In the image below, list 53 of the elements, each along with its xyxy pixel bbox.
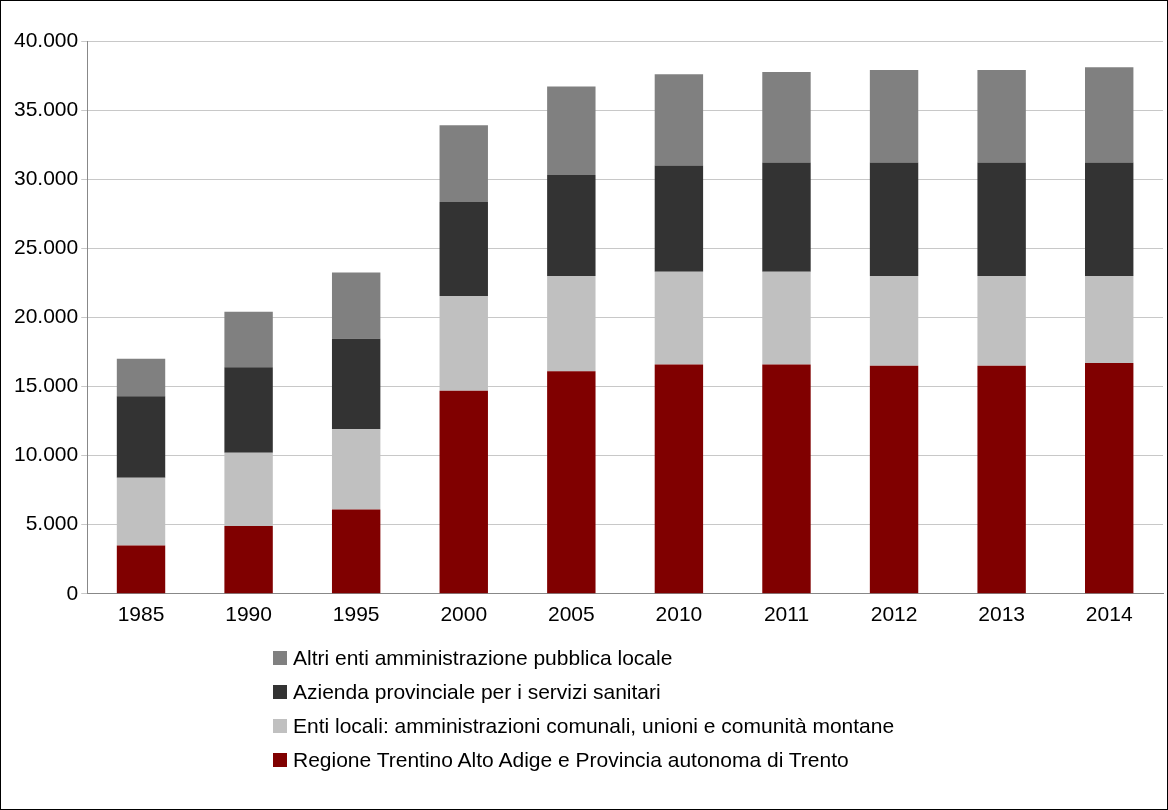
bar	[224, 526, 273, 594]
x-tick-label: 1990	[225, 602, 272, 626]
x-tick-label: 2005	[547, 602, 595, 626]
bar	[762, 364, 811, 594]
bar	[1085, 67, 1134, 163]
x-tick-label: 2012	[870, 602, 918, 626]
bar	[654, 165, 704, 272]
bar	[439, 202, 488, 296]
bar	[654, 364, 704, 594]
y-tick-label: 10.000	[14, 442, 79, 466]
bar	[977, 70, 1026, 163]
y-tick-label: 20.000	[14, 304, 79, 328]
bar	[116, 358, 166, 397]
y-tick-label: 5.000	[25, 511, 79, 535]
bar	[977, 162, 1026, 276]
bar	[654, 74, 704, 166]
bar	[547, 371, 596, 594]
legend-label: Altri enti amministrazione pubblica locale	[292, 645, 674, 671]
legend-label: Regione Trentino Alto Adige e Provincia autonoma di Trento	[292, 747, 850, 773]
y-tick-label: 25.000	[14, 235, 79, 259]
bar	[762, 72, 811, 163]
bar	[439, 125, 488, 202]
legend-label: Azienda provinciale per i servizi sanitari	[292, 679, 662, 705]
y-tick-label: 40.000	[14, 27, 79, 51]
bar	[331, 338, 381, 430]
y-tick-label: 35.000	[14, 96, 79, 120]
bar	[116, 396, 166, 478]
bar	[224, 311, 273, 368]
bar	[547, 175, 596, 276]
bar	[1085, 162, 1134, 276]
bar	[547, 86, 596, 176]
bar	[869, 162, 919, 276]
bar	[224, 367, 273, 453]
bar	[977, 365, 1026, 594]
bar	[869, 70, 919, 163]
x-tick-label: 1985	[117, 602, 165, 626]
y-tick-label: 15.000	[14, 373, 79, 397]
bar	[869, 365, 919, 594]
x-tick-label: 1995	[332, 602, 380, 626]
bar	[439, 390, 488, 594]
x-tick-label: 2013	[978, 602, 1025, 626]
x-tick-label: 2014	[1085, 602, 1133, 626]
legend-label: Enti locali: amministrazioni comunali, unioni e comunità montane	[292, 713, 895, 739]
y-tick-label: 30.000	[14, 166, 79, 189]
x-tick-label: 2011	[763, 602, 810, 626]
bar	[116, 545, 166, 594]
x-tick-label: 2010	[655, 602, 703, 626]
bar	[331, 509, 381, 594]
bar	[762, 162, 811, 272]
y-tick-label: 0	[66, 580, 79, 604]
x-tick-label: 2000	[440, 602, 488, 626]
bar	[1085, 363, 1134, 594]
bar	[331, 272, 381, 339]
